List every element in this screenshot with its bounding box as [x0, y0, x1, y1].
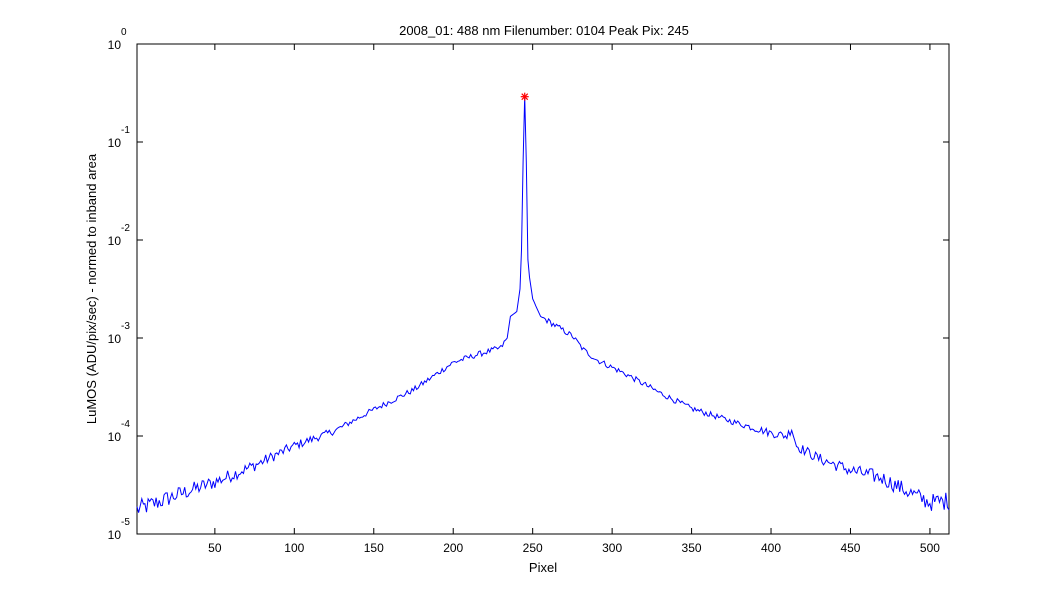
- y-tick-label-exponent: -5: [121, 517, 130, 528]
- y-tick-label-base: 10: [108, 430, 122, 444]
- y-tick-label-exponent: -4: [121, 419, 130, 430]
- x-tick-label: 250: [523, 541, 543, 555]
- x-tick-label: 200: [443, 541, 463, 555]
- y-tick-label-exponent: -2: [121, 223, 130, 234]
- x-tick-label: 150: [364, 541, 384, 555]
- x-tick-label: 450: [840, 541, 860, 555]
- x-tick-label: 400: [761, 541, 781, 555]
- series-layer: [136, 95, 950, 513]
- y-tick-label-base: 10: [108, 332, 122, 346]
- chart-title: 2008_01: 488 nm Filenumber: 0104 Peak Pi…: [399, 23, 689, 38]
- plot-frame: [136, 43, 950, 535]
- y-axis-label: LuMOS (ADU/pix/sec) - normed to inband a…: [84, 153, 99, 424]
- series-line-0: [136, 95, 950, 513]
- x-tick-label: 300: [602, 541, 622, 555]
- x-tick-label: 50: [208, 541, 222, 555]
- x-axis-ticks: 50 100 150 200 250 300 350 400 450 500: [208, 44, 940, 555]
- x-axis-label: Pixel: [529, 560, 557, 575]
- peak-marker: [520, 92, 529, 101]
- y-tick-label-base: 10: [108, 528, 122, 542]
- y-tick-label-base: 10: [108, 234, 122, 248]
- marker-layer: [520, 92, 529, 101]
- y-tick-label-exponent: -1: [121, 125, 130, 136]
- y-tick-label-base: 10: [108, 38, 122, 52]
- x-tick-label: 100: [284, 541, 304, 555]
- y-tick-label-exponent: -3: [121, 321, 130, 332]
- x-tick-label: 350: [682, 541, 702, 555]
- x-tick-label: 500: [920, 541, 940, 555]
- y-tick-label-base: 10: [108, 136, 122, 150]
- y-tick-label-exponent: 0: [121, 27, 127, 38]
